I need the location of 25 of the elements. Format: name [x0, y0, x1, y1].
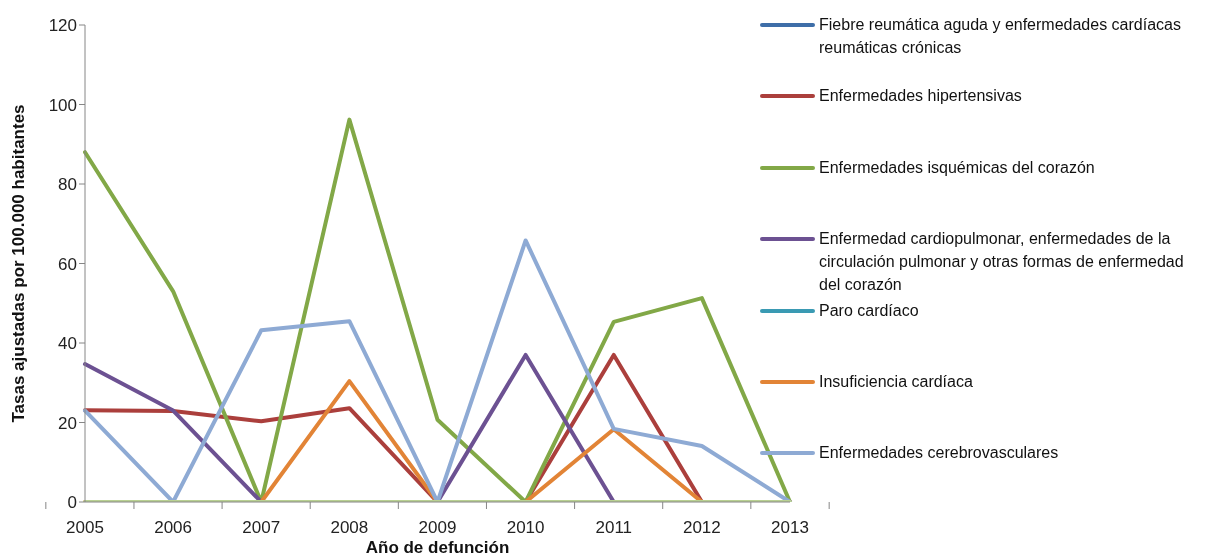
- y-tick-label: 40: [58, 334, 77, 354]
- legend-label: Enfermedades hipertensivas: [819, 87, 1022, 105]
- legend-label: Paro cardíaco: [819, 301, 919, 319]
- y-tick-label: 0: [67, 493, 77, 513]
- legend-label: Insuficiencia cardíaca: [819, 372, 973, 390]
- y-tick-label: 120: [48, 16, 77, 36]
- x-tick-label: 2006: [154, 518, 193, 537]
- y-tick-label: 20: [58, 413, 77, 433]
- x-tick-label: 2011: [595, 518, 633, 537]
- legend-label: Enfermedades isquémicas del corazón: [819, 158, 1095, 176]
- y-axis-title: Tasas ajustadas por 100.000 habitantes: [8, 104, 28, 423]
- legend-label: Enfermedad cardiopulmonar, enfermedades de la circulación pulmonar y otras formas de enfermedad del corazón: [819, 230, 1184, 294]
- x-tick-label: 2005: [66, 518, 104, 537]
- x-tick-label: 2010: [506, 518, 545, 537]
- legend-label: Enfermedades cerebrovasculares: [819, 444, 1059, 462]
- x-tick-label: 2007: [242, 518, 281, 537]
- legend-label: Fiebre reumática aguda y enfermedades cardíacas reumáticas crónicas: [819, 16, 1181, 56]
- x-tick-label: 2013: [771, 518, 809, 537]
- y-tick-label: 60: [58, 254, 77, 274]
- y-tick-label: 100: [48, 95, 77, 115]
- x-axis-title: Año de defunción: [365, 538, 510, 557]
- x-tick-label: 2012: [682, 518, 721, 537]
- x-tick-label: 2008: [330, 518, 369, 537]
- x-tick-label: 2009: [418, 518, 457, 537]
- y-tick-label: 80: [58, 175, 77, 195]
